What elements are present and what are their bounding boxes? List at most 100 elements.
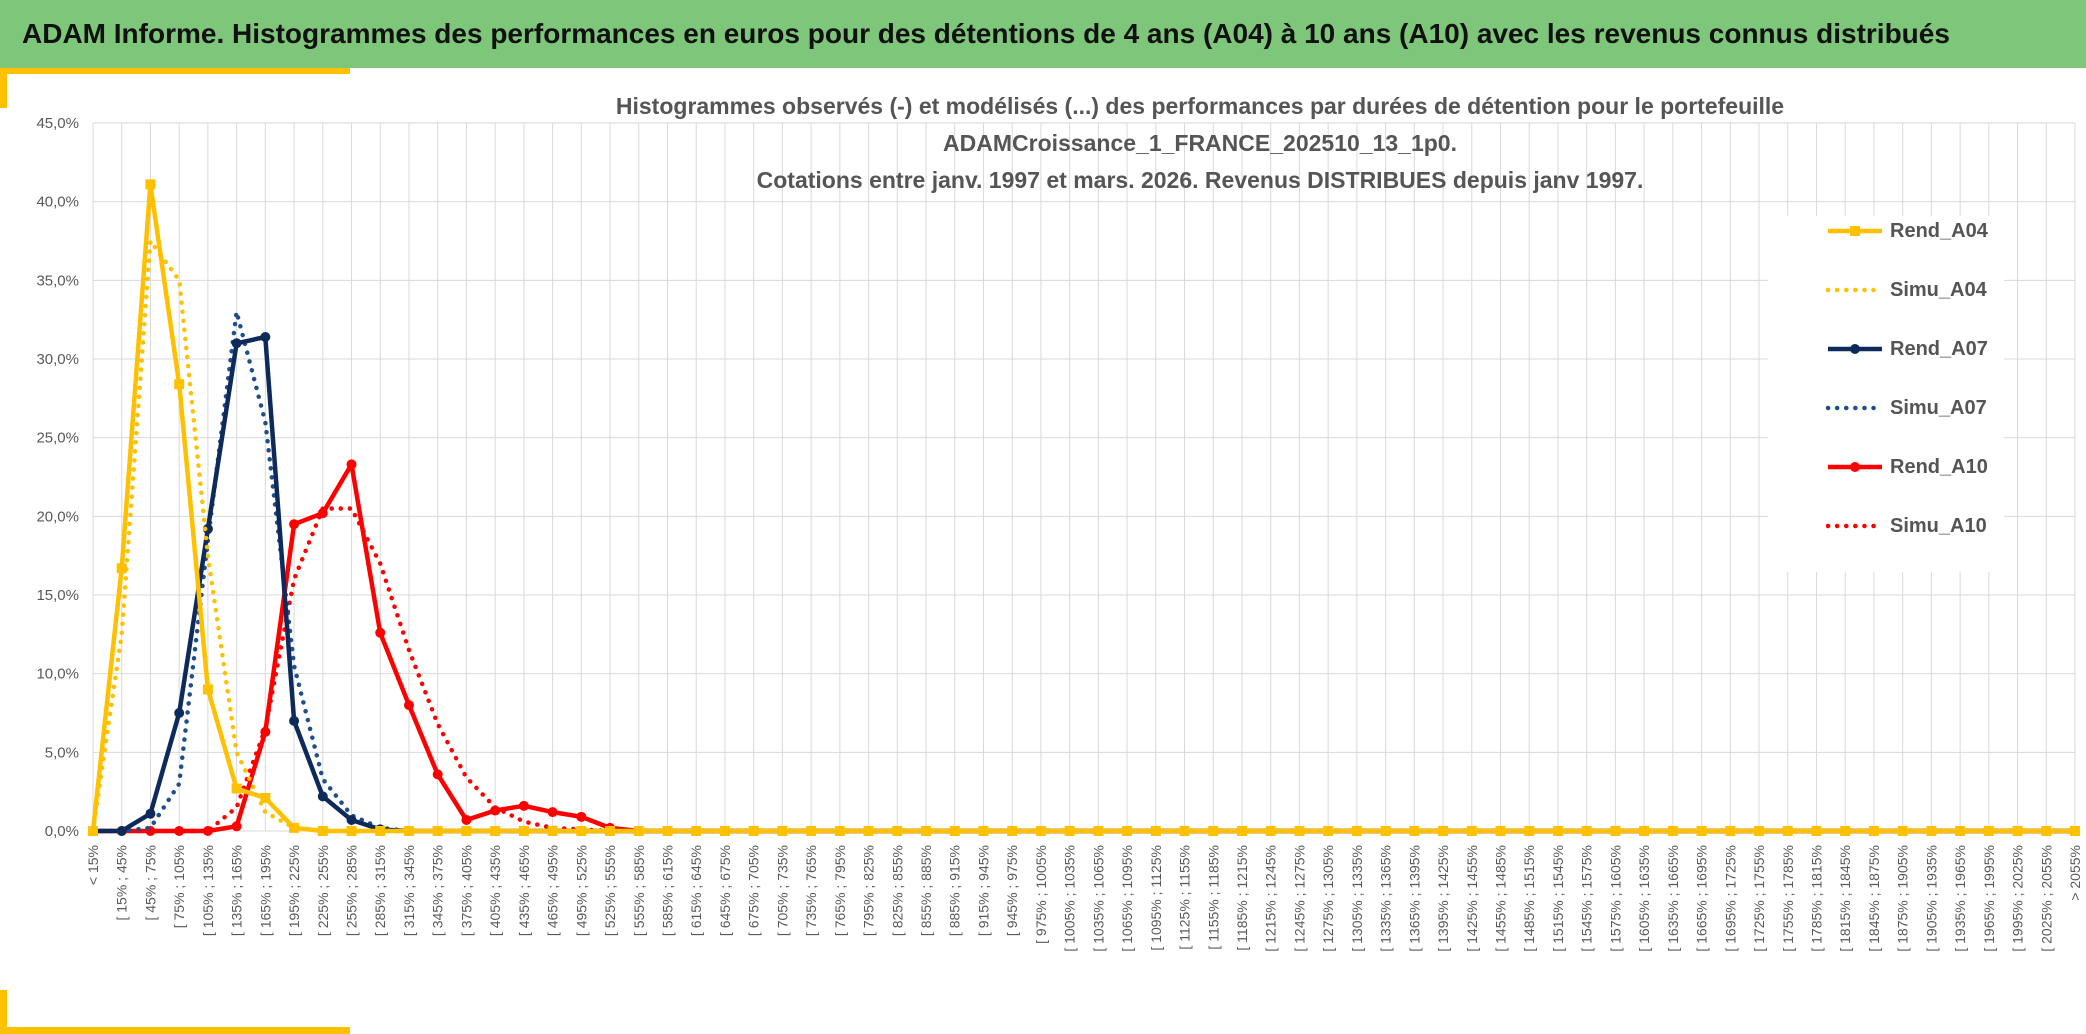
data-point: [1265, 826, 1276, 836]
data-point: [978, 826, 989, 836]
frame-accent-top: [0, 68, 350, 74]
x-tick-label: [ 1725% ; 1755%: [1751, 845, 1767, 952]
data-point: [461, 814, 472, 825]
y-tick-label: 35,0%: [36, 272, 79, 289]
x-tick-label: [ 1305% ; 1335%: [1349, 845, 1365, 952]
legend-item-Rend_A04: Rend_A04: [1768, 216, 2004, 246]
data-point: [1466, 826, 1477, 836]
data-point: [403, 826, 414, 836]
x-tick-label: [ 495% ; 525%: [573, 845, 589, 936]
data-point: [1552, 826, 1563, 836]
data-point: [317, 791, 328, 802]
legend-swatch: [1828, 226, 1882, 236]
data-point: [116, 826, 127, 836]
data-point: [289, 519, 300, 530]
x-tick-label: [ 525% ; 555%: [602, 845, 618, 936]
data-point: [1754, 826, 1765, 836]
x-tick-label: [ 255% ; 285%: [344, 845, 360, 936]
x-tick-label: [ 1785% ; 1815%: [1808, 845, 1824, 952]
data-point: [518, 800, 529, 811]
data-point: [576, 826, 587, 836]
legend-label: Rend_A10: [1890, 455, 1988, 478]
x-tick-label: [ 1905% ; 1935%: [1923, 845, 1939, 952]
x-tick-label: [ 675% ; 705%: [746, 845, 762, 936]
x-tick-label: [ 645% ; 675%: [717, 845, 733, 936]
x-tick-label: [ 285% ; 315%: [372, 845, 388, 936]
legend-item-Rend_A07: Rend_A07: [1768, 334, 2004, 364]
data-point: [2041, 826, 2052, 836]
x-tick-label: [ 705% ; 735%: [774, 845, 790, 936]
x-tick-label: [ 465% ; 495%: [545, 845, 561, 936]
data-point: [461, 826, 472, 836]
x-tick-label: [ 1995% ; 2025%: [2010, 845, 2026, 952]
data-point: [633, 826, 644, 836]
x-tick-label: [ 105% ; 135%: [200, 845, 216, 936]
x-tick-label: [ 1875% ; 1905%: [1895, 845, 1911, 952]
x-tick-label: [ 915% ; 945%: [975, 845, 991, 936]
data-point: [1868, 826, 1879, 836]
x-tick-label: [ 1665% ; 1695%: [1694, 845, 1710, 952]
data-point: [317, 826, 328, 836]
data-point: [1725, 826, 1736, 836]
x-tick-label: [ 1545% ; 1575%: [1579, 845, 1595, 952]
legend-label: Simu_A10: [1890, 514, 1987, 537]
y-tick-label: 15,0%: [36, 587, 79, 604]
data-point: [375, 826, 386, 836]
x-tick-label: [ 1065% ; 1095%: [1119, 845, 1135, 952]
frame-accent-left-bottom: [0, 990, 7, 1034]
data-point: [1667, 826, 1678, 836]
legend-item-Simu_A04: Simu_A04: [1768, 275, 2004, 305]
data-point: [346, 459, 357, 470]
data-point: [1581, 826, 1592, 836]
x-tick-label: [ 1035% ; 1065%: [1090, 845, 1106, 952]
x-tick-label: [ 1245% ; 1275%: [1291, 845, 1307, 952]
x-tick-label: [ 1125% ; 1155%: [1177, 845, 1193, 950]
data-point: [1323, 826, 1334, 836]
legend-item-Simu_A07: Simu_A07: [1768, 393, 2004, 423]
data-point: [1236, 826, 1247, 836]
data-point: [174, 379, 185, 390]
data-point: [260, 331, 271, 342]
x-tick-label: [ 555% ; 585%: [631, 845, 647, 936]
data-point: [518, 826, 529, 836]
legend-label: Rend_A07: [1890, 337, 1988, 360]
x-tick-label: [ 975% ; 1005%: [1033, 845, 1049, 944]
x-tick-label: [ 1185% ; 1215%: [1234, 845, 1250, 951]
data-point: [1351, 826, 1362, 836]
x-tick-label: [ 195% ; 225%: [286, 845, 302, 936]
x-tick-label: < 15%: [85, 845, 101, 885]
x-tick-label: [ 765% ; 795%: [832, 845, 848, 936]
data-point: [1438, 826, 1449, 836]
data-point: [289, 822, 300, 833]
report-title: ADAM Informe. Histogrammes des performan…: [22, 18, 1950, 49]
chart-title-line-1: Histogrammes observés (-) et modélisés (…: [615, 93, 1785, 119]
data-point: [432, 826, 443, 836]
y-tick-label: 25,0%: [36, 430, 79, 447]
x-tick-label: [ 315% ; 345%: [401, 845, 417, 936]
data-point: [145, 179, 156, 190]
x-tick-label: [ 1635% ; 1665%: [1665, 845, 1681, 952]
data-point: [375, 627, 386, 638]
x-tick-label: [ 1215% ; 1245%: [1263, 845, 1279, 952]
x-tick-label: [ 825% ; 855%: [889, 845, 905, 936]
x-tick-label: [ 345% ; 375%: [430, 845, 446, 936]
data-point: [260, 792, 271, 803]
y-axis-ticks: 0,0% 5,0% 10,0% 15,0% 20,0% 25,0% 30,0% 35,0% 40…: [36, 115, 79, 840]
legend-label: Rend_A04: [1890, 219, 1988, 242]
x-tick-label: [ 405% ; 435%: [487, 845, 503, 936]
data-point: [547, 826, 558, 836]
data-point: [1696, 826, 1707, 836]
x-tick-label: [ 1275% ; 1305%: [1320, 845, 1336, 952]
x-tick-label: [ 1455% ; 1485%: [1493, 845, 1509, 952]
data-point: [231, 338, 242, 349]
data-point: [145, 808, 156, 819]
chart-series: [88, 179, 2080, 836]
x-tick-label: [ 1755% ; 1785%: [1780, 845, 1796, 952]
data-point: [1782, 826, 1793, 836]
x-tick-label: [ 1395% ; 1425%: [1435, 845, 1451, 952]
y-tick-label: 0,0%: [45, 823, 79, 840]
x-tick-label: [ 945% ; 975%: [1004, 845, 1020, 936]
data-point: [834, 826, 845, 836]
data-point: [806, 826, 817, 836]
data-point: [1150, 826, 1161, 836]
